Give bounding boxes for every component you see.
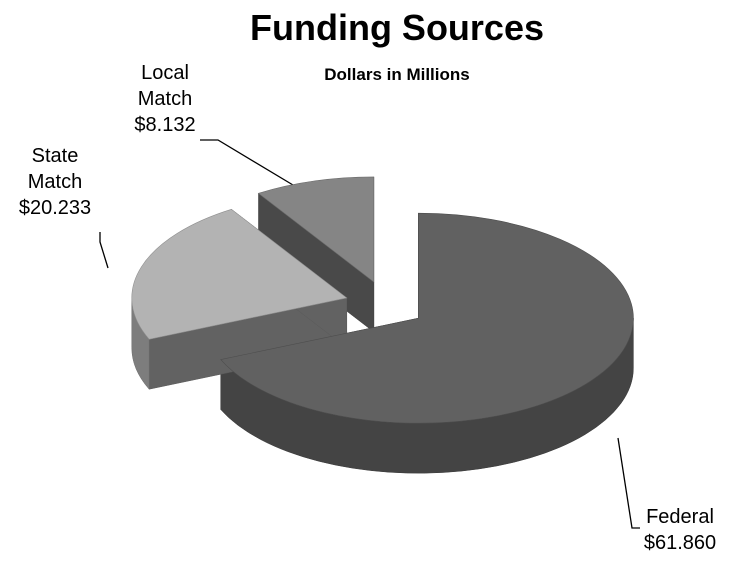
value-label: $8.132 <box>134 114 196 136</box>
leader-line <box>99 232 109 269</box>
pie-slice <box>131 208 348 340</box>
leader-line <box>200 139 299 189</box>
pie-slice <box>257 176 375 283</box>
leader-line <box>617 437 640 529</box>
chart-title: Funding Sources <box>250 7 544 48</box>
value-label: $20.233 <box>18 197 92 219</box>
chart-subtitle: Dollars in Millions <box>324 65 469 84</box>
category-label: State Match <box>27 145 83 193</box>
category-label: Local Match <box>137 62 193 110</box>
slice-label: State Match $20.233 <box>0 143 110 221</box>
value-label: $61.860 <box>643 532 717 554</box>
slice-label: Local Match $8.132 <box>115 60 215 138</box>
category-label: Federal <box>646 506 714 528</box>
pie-slice <box>220 212 634 424</box>
slice-label: Federal $61.860 <box>620 504 731 556</box>
